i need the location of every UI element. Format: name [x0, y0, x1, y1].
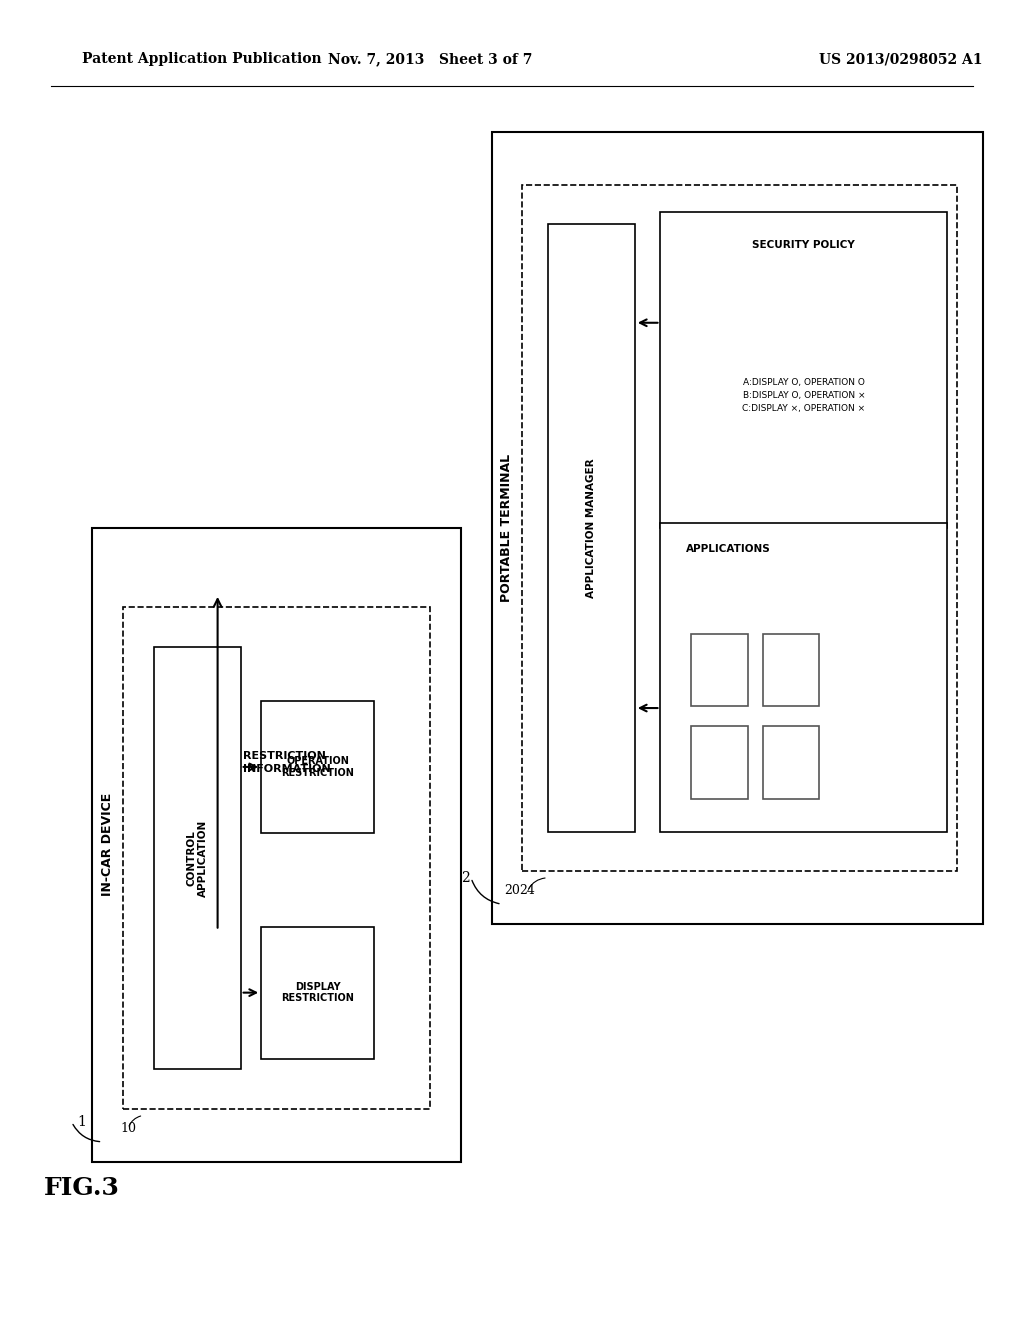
Text: FIG.3: FIG.3: [44, 1176, 120, 1200]
Text: US 2013/0298052 A1: US 2013/0298052 A1: [819, 53, 983, 66]
Text: APPLICATION MANAGER: APPLICATION MANAGER: [587, 458, 596, 598]
Text: D: D: [785, 663, 797, 677]
Text: 2: 2: [462, 871, 470, 884]
Bar: [763, 634, 819, 706]
Text: 20: 20: [504, 884, 520, 898]
Bar: [261, 701, 374, 833]
Bar: [691, 634, 748, 706]
Bar: [691, 726, 748, 799]
Text: APPLICATIONS: APPLICATIONS: [686, 544, 771, 554]
Bar: [492, 132, 983, 924]
Text: CONTROL
APPLICATION: CONTROL APPLICATION: [186, 820, 208, 896]
Text: 10: 10: [120, 1122, 136, 1135]
Bar: [261, 927, 374, 1059]
Bar: [123, 607, 430, 1109]
Bar: [763, 726, 819, 799]
Text: IN-CAR DEVICE: IN-CAR DEVICE: [101, 793, 114, 896]
Text: B: B: [785, 755, 797, 770]
Bar: [92, 528, 461, 1162]
Text: 1: 1: [78, 1115, 86, 1129]
Bar: [548, 224, 635, 832]
Text: C: C: [714, 663, 725, 677]
Text: A: A: [714, 755, 725, 770]
Bar: [154, 647, 241, 1069]
Text: DISPLAY
RESTRICTION: DISPLAY RESTRICTION: [281, 982, 354, 1003]
Text: PORTABLE TERMINAL: PORTABLE TERMINAL: [501, 454, 513, 602]
Text: A:DISPLAY O, OPERATION O
B:DISPLAY O, OPERATION ×
C:DISPLAY ×, OPERATION ×: A:DISPLAY O, OPERATION O B:DISPLAY O, OP…: [742, 378, 865, 413]
Bar: [660, 523, 947, 832]
Text: 24: 24: [519, 884, 536, 898]
Text: Nov. 7, 2013   Sheet 3 of 7: Nov. 7, 2013 Sheet 3 of 7: [328, 53, 532, 66]
Bar: [522, 185, 957, 871]
Bar: [660, 213, 947, 528]
Text: SECURITY POLICY: SECURITY POLICY: [753, 240, 855, 251]
Text: RESTRICTION
INFORMATION: RESTRICTION INFORMATION: [244, 751, 331, 774]
Text: OPERATION
RESTRICTION: OPERATION RESTRICTION: [281, 756, 354, 777]
Text: Patent Application Publication: Patent Application Publication: [82, 53, 322, 66]
